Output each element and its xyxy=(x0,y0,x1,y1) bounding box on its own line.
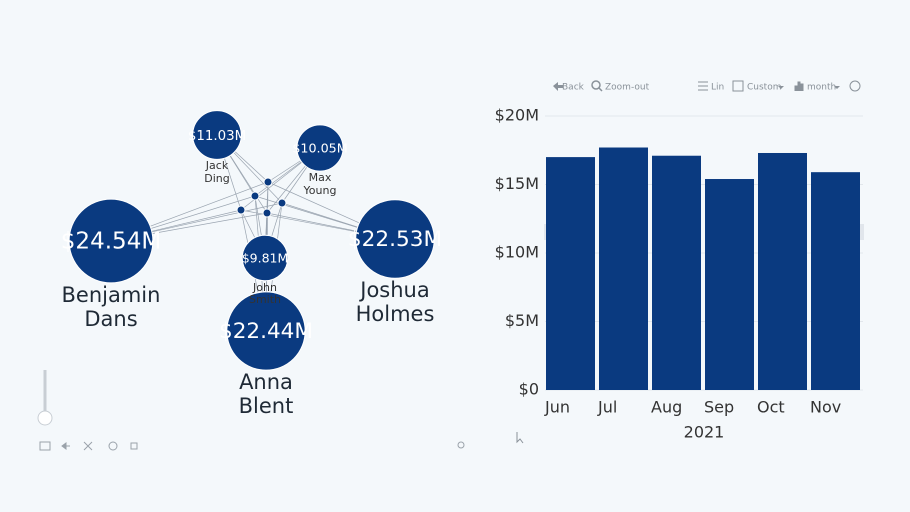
scale-icon[interactable] xyxy=(698,81,708,91)
period-icon[interactable] xyxy=(794,81,804,91)
zoom-out-icon[interactable] xyxy=(591,80,601,90)
bar xyxy=(599,147,648,390)
range-caret xyxy=(778,86,784,89)
search-icon[interactable] xyxy=(457,441,465,449)
node xyxy=(192,110,242,160)
node-value: $9.81M xyxy=(242,251,289,266)
cursor xyxy=(516,432,524,444)
node-value: $22.53M xyxy=(348,227,442,252)
range-icon[interactable] xyxy=(732,80,744,92)
info-icon[interactable] xyxy=(849,80,861,92)
y-tick-label: $0 xyxy=(519,380,539,399)
hub-node xyxy=(277,198,287,208)
period-button[interactable]: month xyxy=(807,83,836,93)
node xyxy=(355,199,435,279)
shuffle-icon[interactable] xyxy=(83,441,93,451)
bar xyxy=(546,157,595,390)
bar xyxy=(705,179,754,390)
node-name: Anna Blent xyxy=(238,370,294,419)
x-axis-title: 2021 xyxy=(684,423,725,442)
node xyxy=(296,124,344,172)
x-tick-label: Jun xyxy=(544,398,570,417)
zoom-out-button[interactable]: Zoom-out xyxy=(605,83,650,93)
zoom-slider-handle[interactable] xyxy=(37,410,53,426)
node-name: Benjamin Dans xyxy=(61,282,161,332)
node-value: $10.05M xyxy=(292,141,347,156)
y-tick-label: $10M xyxy=(495,243,539,262)
hub-node xyxy=(263,177,273,187)
hub-node xyxy=(262,208,272,218)
node xyxy=(68,198,154,284)
y-tick-label: $5M xyxy=(505,311,539,330)
node xyxy=(241,234,289,282)
node-value: $22.44M xyxy=(219,319,313,344)
node-value: $11.03M xyxy=(188,129,246,144)
x-tick-label: Jul xyxy=(597,398,617,417)
node xyxy=(226,291,306,371)
tool-icon[interactable] xyxy=(39,441,51,451)
hub-node xyxy=(236,205,246,215)
period-caret xyxy=(834,86,840,89)
node-name: John Smith xyxy=(248,280,282,307)
scale-button[interactable]: Lin xyxy=(711,83,724,93)
y-tick-label: $15M xyxy=(495,174,539,193)
hub-node xyxy=(250,191,260,201)
node-value: $24.54M xyxy=(61,229,161,255)
grid-icon[interactable] xyxy=(130,442,138,450)
node-name: Max Young xyxy=(303,171,337,197)
back-button[interactable]: Back xyxy=(562,83,585,93)
x-tick-label: Sep xyxy=(704,398,734,417)
bar xyxy=(758,152,807,390)
range-button[interactable]: Custom xyxy=(747,83,781,93)
back-icon[interactable] xyxy=(553,82,563,91)
x-tick-label: Nov xyxy=(810,398,841,417)
node-name: Joshua Holmes xyxy=(355,278,435,327)
node-name: Jack Ding xyxy=(204,159,230,185)
x-tick-label: Aug xyxy=(651,398,682,417)
bar xyxy=(652,155,701,390)
y-tick-label: $20M xyxy=(495,106,539,125)
undo-icon[interactable] xyxy=(61,442,70,450)
zoom-out-icon-handle xyxy=(598,87,603,92)
x-tick-label: Oct xyxy=(757,398,785,417)
refresh-icon[interactable] xyxy=(108,441,118,451)
bar xyxy=(811,172,860,390)
